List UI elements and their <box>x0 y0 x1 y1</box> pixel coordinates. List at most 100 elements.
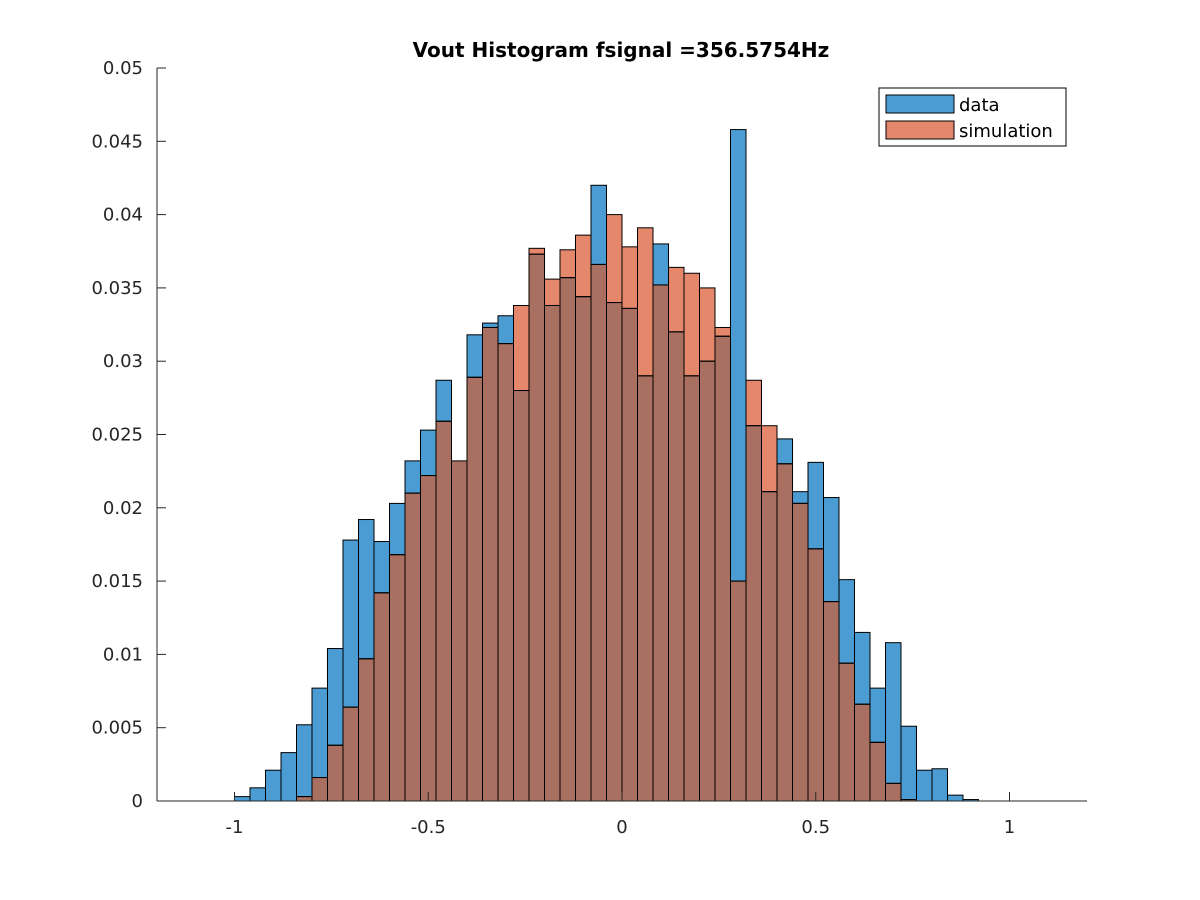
bar-overlap-37 <box>807 548 824 802</box>
bar-data-38 <box>823 497 840 603</box>
x-tick-label-2: 0 <box>616 817 627 838</box>
bar-overlap-30 <box>699 360 716 802</box>
legend-label-data: data <box>959 95 1000 116</box>
bar-overlap-11 <box>404 492 421 802</box>
bar-data-42 <box>885 642 902 784</box>
bar-data-9 <box>373 541 390 594</box>
bar-overlap-41 <box>869 741 886 802</box>
bar-overlap-26 <box>637 375 654 802</box>
bar-overlap-10 <box>389 554 406 802</box>
x-tick-label-1: -0.5 <box>411 817 446 838</box>
bar-overlap-34 <box>761 491 778 802</box>
y-tick-label-0: 0 <box>132 791 143 812</box>
bar-overlap-28 <box>668 331 685 802</box>
bar-data-4 <box>296 724 313 798</box>
bar-data-16 <box>482 322 499 328</box>
bar-overlap-21 <box>559 277 576 802</box>
bar-overlap-13 <box>435 420 452 802</box>
bar-overlap-29 <box>683 375 700 802</box>
bar-data-10 <box>389 502 406 556</box>
y-tick-label-9: 0.045 <box>91 131 143 152</box>
bar-data-7 <box>342 539 359 708</box>
bar-overlap-36 <box>792 502 809 802</box>
bar-simulation-34 <box>761 425 778 493</box>
bar-overlap-5 <box>311 777 328 802</box>
bar-simulation-19 <box>528 247 545 255</box>
y-tick-label-4: 0.02 <box>103 498 143 519</box>
bar-data-12 <box>420 429 437 477</box>
bar-data-43 <box>900 725 917 801</box>
y-tick-label-2: 0.01 <box>103 644 143 665</box>
bar-data-37 <box>807 461 824 550</box>
bar-overlap-18 <box>513 390 530 802</box>
bar-overlap-23 <box>590 263 607 802</box>
bar-simulation-28 <box>668 266 685 333</box>
axes-layer: 0 0.005 0.01 0.015 0.02 0.025 0.03 0.035 0.04 0.0… <box>91 58 1087 838</box>
bar-data-2 <box>265 769 282 802</box>
bar-overlap-14 <box>451 460 468 802</box>
bar-overlap-6 <box>327 744 344 802</box>
y-tick-label-3: 0.015 <box>91 571 143 592</box>
x-tick-label-4: 1 <box>1004 817 1015 838</box>
bar-data-17 <box>497 315 514 345</box>
bar-simulation-21 <box>559 249 576 279</box>
bar-overlap-4 <box>296 796 313 802</box>
bar-data-15 <box>466 334 483 378</box>
bar-overlap-31 <box>714 335 731 802</box>
legend: data simulation <box>878 87 1067 147</box>
bar-data-23 <box>590 184 607 265</box>
legend-label-simulation: simulation <box>959 121 1053 142</box>
bar-overlap-38 <box>823 601 840 802</box>
bar-simulation-18 <box>513 304 530 392</box>
bar-data-44 <box>916 769 933 802</box>
bar-data-45 <box>931 768 948 802</box>
bar-data-46 <box>947 794 964 802</box>
bar-overlap-27 <box>652 284 669 802</box>
bar-simulation-25 <box>621 246 638 309</box>
legend-swatch-simulation <box>885 120 955 140</box>
bar-data-0 <box>234 796 251 802</box>
bar-overlap-16 <box>482 326 499 802</box>
bar-overlap-40 <box>854 703 871 802</box>
bar-simulation-22 <box>575 234 592 298</box>
bar-data-32 <box>730 129 747 582</box>
bar-overlap-7 <box>342 706 359 802</box>
bars-layer <box>234 129 979 802</box>
bar-data-35 <box>776 438 793 465</box>
bar-simulation-26 <box>637 227 654 377</box>
bar-overlap-35 <box>776 463 793 802</box>
bar-overlap-42 <box>885 782 902 802</box>
chart-title: Vout Histogram fsignal =356.5754Hz <box>413 38 830 62</box>
x-tick-label-0: -1 <box>226 817 244 838</box>
bar-overlap-25 <box>621 307 638 802</box>
bar-overlap-8 <box>358 658 375 802</box>
bar-data-27 <box>652 243 669 286</box>
legend-swatch-data <box>885 94 955 114</box>
y-tick-label-7: 0.035 <box>91 278 143 299</box>
bar-overlap-19 <box>528 253 545 802</box>
y-tick-label-10: 0.05 <box>103 58 143 79</box>
y-tick-label-5: 0.025 <box>91 425 143 446</box>
bar-data-41 <box>869 687 886 743</box>
bar-simulation-20 <box>544 278 561 306</box>
y-tick-label-6: 0.03 <box>103 351 143 372</box>
bar-overlap-12 <box>420 475 437 802</box>
bar-data-11 <box>404 460 421 494</box>
bar-simulation-33 <box>745 379 762 427</box>
bar-simulation-31 <box>714 326 731 337</box>
bar-data-5 <box>311 687 328 779</box>
bar-overlap-20 <box>544 304 561 802</box>
bar-data-13 <box>435 379 452 422</box>
bar-data-6 <box>327 648 344 746</box>
x-tick-label-3: 0.5 <box>801 817 830 838</box>
y-tick-label-1: 0.005 <box>91 718 143 739</box>
bar-overlap-39 <box>838 662 855 802</box>
bar-data-40 <box>854 631 871 705</box>
bar-overlap-33 <box>745 425 762 802</box>
bar-overlap-17 <box>497 343 514 802</box>
bar-data-36 <box>792 491 809 504</box>
bar-data-1 <box>249 787 266 802</box>
bar-data-39 <box>838 579 855 664</box>
bar-simulation-29 <box>683 272 700 377</box>
